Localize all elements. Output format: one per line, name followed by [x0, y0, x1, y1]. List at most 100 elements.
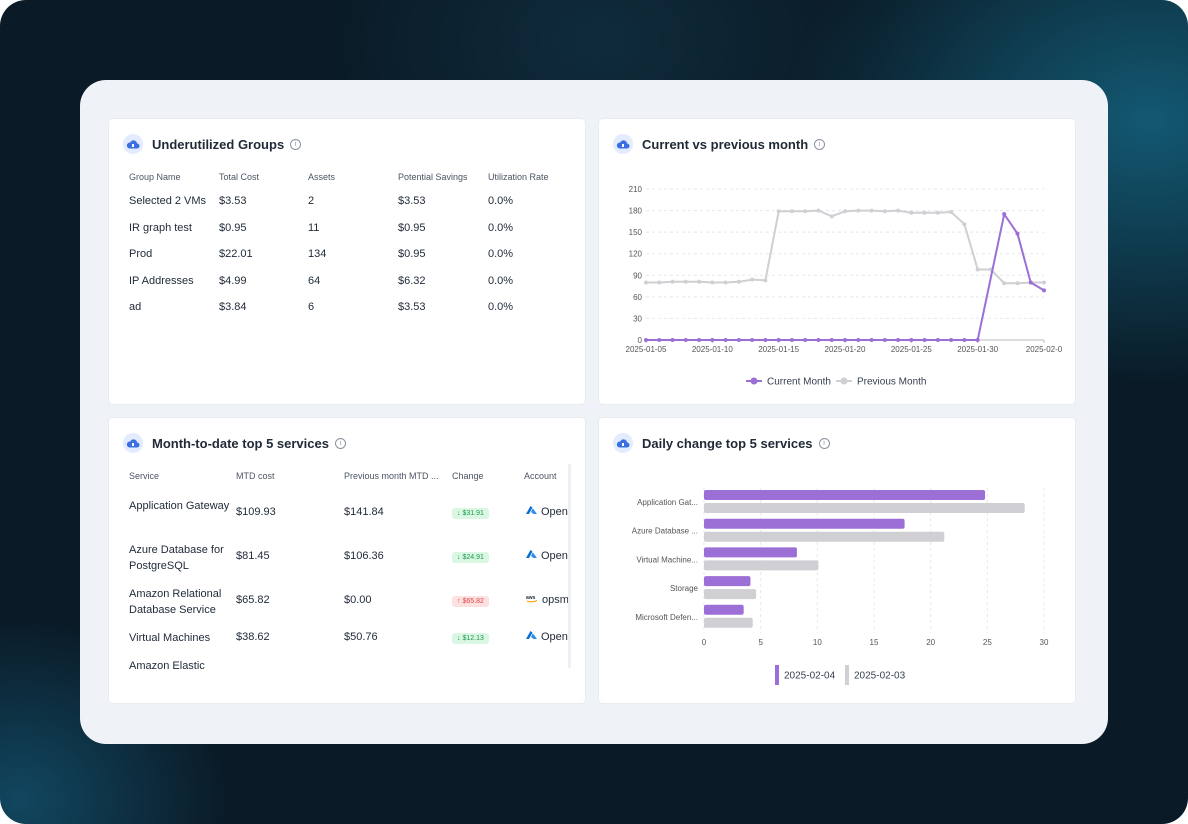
table-cell: $22.01 — [219, 248, 253, 260]
info-icon[interactable]: i — [818, 437, 830, 449]
card-title: Daily change top 5 services — [642, 435, 813, 451]
column-header[interactable]: Assets — [308, 172, 336, 182]
line-chart[interactable]: 0 30 60 90 120 150 180 210 2025-01-05 2025-01-10 2… — [599, 119, 1075, 404]
data-point — [922, 338, 927, 342]
table-cell: $3.53 — [398, 195, 426, 207]
service-name[interactable]: Azure Database for PostgreSQL — [129, 544, 224, 572]
info-icon[interactable]: i — [814, 138, 826, 150]
bar — [704, 604, 744, 615]
legend-marker — [750, 377, 758, 385]
account-cell[interactable]: aws opsmo — [526, 594, 571, 606]
x-tick-label: 2025-01-05 — [626, 345, 667, 354]
data-point — [1015, 281, 1020, 286]
column-header[interactable]: Change — [452, 471, 484, 481]
column-header[interactable]: Service — [129, 471, 160, 481]
series-line-current — [646, 211, 1045, 341]
bar — [704, 576, 751, 587]
service-name[interactable]: Amazon Relational Database Service — [129, 588, 222, 616]
table-cell: 0.0% — [488, 301, 514, 313]
data-point — [909, 338, 914, 342]
table-cell: 0.0% — [488, 274, 514, 287]
data-point — [750, 277, 755, 282]
table-cell: 2 — [308, 195, 315, 207]
data-point — [869, 208, 874, 213]
column-header[interactable]: Group Name — [129, 172, 181, 182]
x-tick-label: 20 — [926, 638, 935, 647]
data-point — [670, 279, 675, 284]
card-header: Underutilized Groups i — [123, 133, 302, 155]
mtd-top5-card: Month-to-date top 5 services i Service M… — [109, 418, 585, 703]
svg-text:aws: aws — [526, 595, 536, 601]
bar — [704, 560, 819, 571]
account-cell[interactable]: OpenI — [526, 631, 571, 643]
table-cell[interactable]: ad — [129, 301, 142, 313]
y-tick-label: 30 — [633, 314, 642, 323]
data-point — [644, 338, 648, 342]
x-tick-label: 5 — [758, 638, 763, 647]
data-point — [776, 209, 781, 214]
change-badge: ↓ $12.13 — [452, 633, 489, 644]
table-cell[interactable]: Prod — [129, 248, 153, 260]
x-tick-label: 30 — [1040, 638, 1049, 647]
legend-swatch — [845, 665, 849, 685]
card-title: Month-to-date top 5 services — [152, 435, 329, 451]
data-point — [657, 338, 662, 342]
column-header[interactable]: Potential Savings — [398, 172, 468, 182]
account-cell[interactable]: OpenI — [526, 506, 571, 518]
data-point — [644, 280, 648, 285]
data-point — [710, 338, 715, 342]
info-icon[interactable]: i — [334, 437, 346, 449]
info-icon[interactable]: i — [290, 138, 302, 150]
change-badge: ↑ $65.82 — [452, 596, 489, 607]
y-tick-label: 90 — [633, 271, 642, 280]
service-name[interactable]: Amazon Elastic — [129, 660, 205, 672]
table-cell: 0.0% — [488, 221, 514, 234]
legend-label: Previous Month — [857, 377, 926, 388]
service-name[interactable]: Virtual Machines — [129, 632, 211, 644]
change-badge: ↓ $31.91 — [452, 508, 489, 519]
data-point — [856, 208, 861, 213]
account-cell[interactable]: OpenI — [526, 550, 571, 562]
data-point — [750, 338, 755, 342]
bar — [704, 589, 757, 600]
bar — [704, 531, 945, 542]
data-point — [763, 278, 768, 283]
data-point — [710, 280, 715, 285]
service-name[interactable]: Application Gateway — [129, 500, 230, 512]
account-name: opsmo — [542, 594, 571, 606]
series-line-previous — [646, 209, 1044, 285]
data-point — [843, 209, 847, 214]
mtd-cost: $65.82 — [236, 594, 270, 606]
data-point — [736, 279, 741, 284]
x-tick-label: 2025-01-30 — [957, 345, 998, 354]
table-cell[interactable]: IR graph test — [129, 221, 192, 234]
mtd-cost: $81.45 — [236, 550, 270, 562]
category-label: Virtual Machine... — [636, 555, 698, 564]
data-point — [1042, 280, 1046, 285]
category-label: Microsoft Defen... — [635, 613, 698, 622]
data-point — [1028, 280, 1033, 285]
table-cell[interactable]: IP Addresses — [129, 274, 194, 287]
column-header[interactable]: Account — [524, 471, 557, 481]
data-point — [697, 338, 702, 342]
data-point — [723, 280, 728, 285]
column-header[interactable]: Utilization Rate — [488, 172, 549, 182]
previous-mtd-cost: $0.00 — [344, 594, 372, 606]
table-cell[interactable]: Selected 2 VMs — [129, 195, 207, 207]
data-point — [869, 338, 874, 342]
category-label: Application Gat... — [637, 498, 698, 507]
column-header[interactable]: MTD cost — [236, 471, 275, 481]
underutilized-groups-card: Underutilized Groups i Group Name Total … — [109, 119, 585, 404]
bar — [704, 547, 797, 558]
data-point — [829, 338, 834, 342]
table-scrollbar[interactable] — [568, 464, 571, 668]
table-cell: 11 — [308, 221, 320, 234]
data-point — [909, 210, 914, 215]
data-point — [736, 338, 741, 342]
data-point — [829, 214, 834, 219]
bar-chart[interactable]: 0 5 10 15 20 25 30 Application Gat... Azure Data… — [599, 418, 1075, 703]
column-header[interactable]: Total Cost — [219, 172, 260, 182]
table-cell: 64 — [308, 274, 321, 287]
x-tick-label: 2025-01-20 — [825, 345, 866, 354]
column-header[interactable]: Previous month MTD ... — [344, 471, 439, 481]
